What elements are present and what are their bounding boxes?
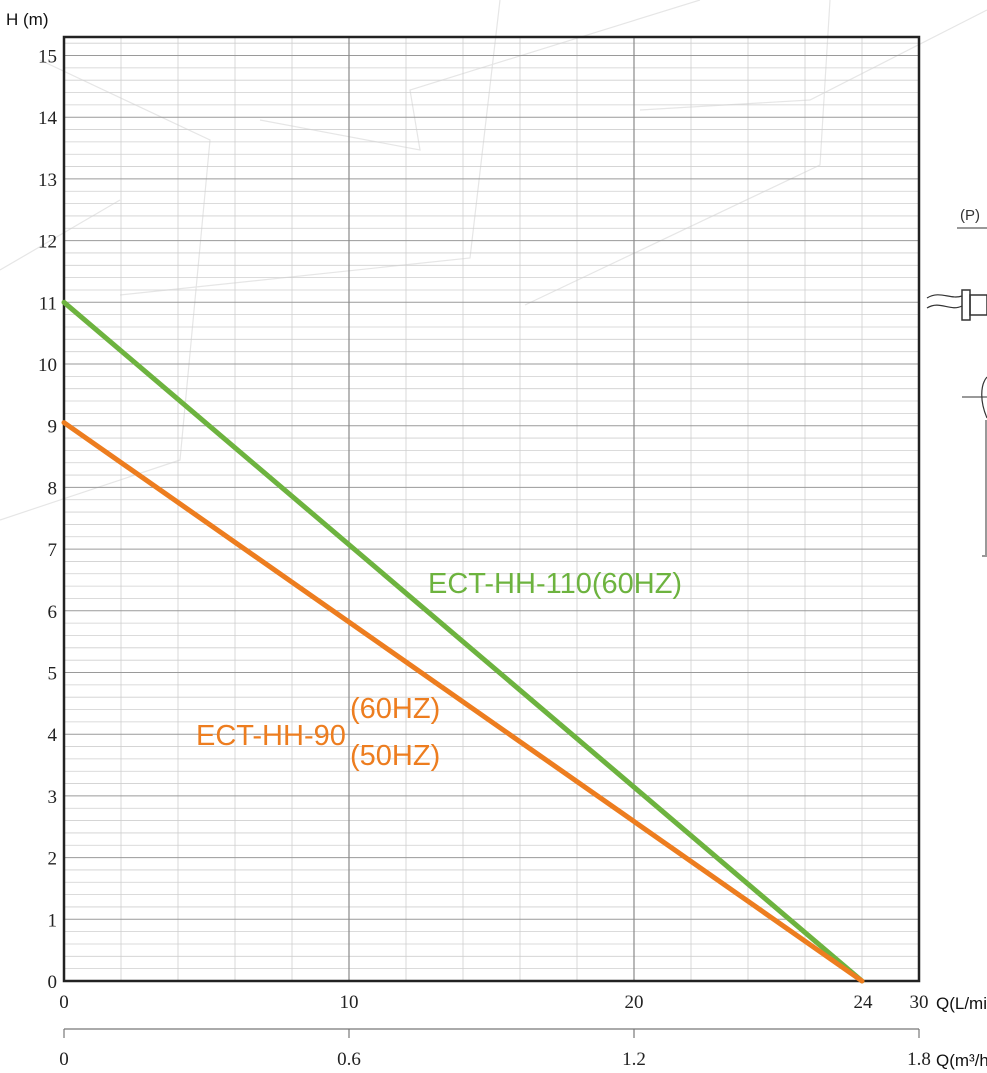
x-axis-label: Q(L/min) [936, 994, 987, 1013]
series-label-ect-hh-110: ECT-HH-110(60HZ) [428, 568, 682, 600]
major-grid [64, 37, 919, 981]
y-tick-label: 3 [48, 787, 58, 808]
minor-grid [64, 37, 919, 981]
series-line-0 [61, 299, 865, 984]
label-50hz: (50HZ) [350, 740, 440, 772]
x2-tick-label: 1.8 [907, 1049, 931, 1070]
pump-drawing-label: (P) [960, 207, 980, 224]
y-tick-label: 13 [38, 170, 57, 191]
label-60hz: (60HZ) [350, 693, 440, 725]
y-tick-label: 12 [38, 232, 57, 253]
y-tick-label: 9 [48, 417, 58, 438]
pump-drawing: (P) [926, 207, 987, 557]
x-tick-label: 10 [340, 992, 359, 1013]
x2-tick-label: 0.6 [337, 1049, 361, 1070]
y-tick-label: 5 [48, 664, 58, 685]
x2-tick-label: 0 [59, 1049, 69, 1070]
y-tick-label: 14 [38, 108, 58, 129]
background-pattern [0, 0, 987, 521]
x-tick-label: 0 [59, 992, 69, 1013]
series-label-ect-hh-90: ECT-HH-90 [196, 720, 346, 752]
y-tick-label: 11 [39, 293, 57, 314]
y-tick-label: 1 [48, 910, 58, 931]
y-axis-label: H (m) [6, 10, 48, 29]
series-layer [61, 299, 865, 984]
x-axis-ticks: 0 10 20 24 30 [59, 992, 928, 1013]
x-tick-label: 30 [910, 992, 929, 1013]
y-tick-label: 7 [48, 540, 58, 561]
y-tick-label: 10 [38, 355, 57, 376]
y-tick-label: 2 [48, 849, 58, 870]
x2-axis-label: Q(m³/h) [936, 1051, 987, 1070]
y-tick-label: 0 [48, 972, 58, 993]
y-tick-label: 6 [48, 602, 58, 623]
plot-frame [62, 35, 921, 983]
x2-tick-label: 1.2 [622, 1049, 646, 1070]
x-tick-label: 20 [625, 992, 644, 1013]
y-tick-label: 15 [38, 47, 57, 68]
y-tick-label: 8 [48, 478, 58, 499]
y-tick-label: 4 [48, 725, 58, 746]
x-tick-label: 24 [854, 992, 874, 1013]
series-line-1 [61, 420, 865, 984]
secondary-x-axis: 0 0.6 1.2 1.8 [59, 1028, 931, 1070]
